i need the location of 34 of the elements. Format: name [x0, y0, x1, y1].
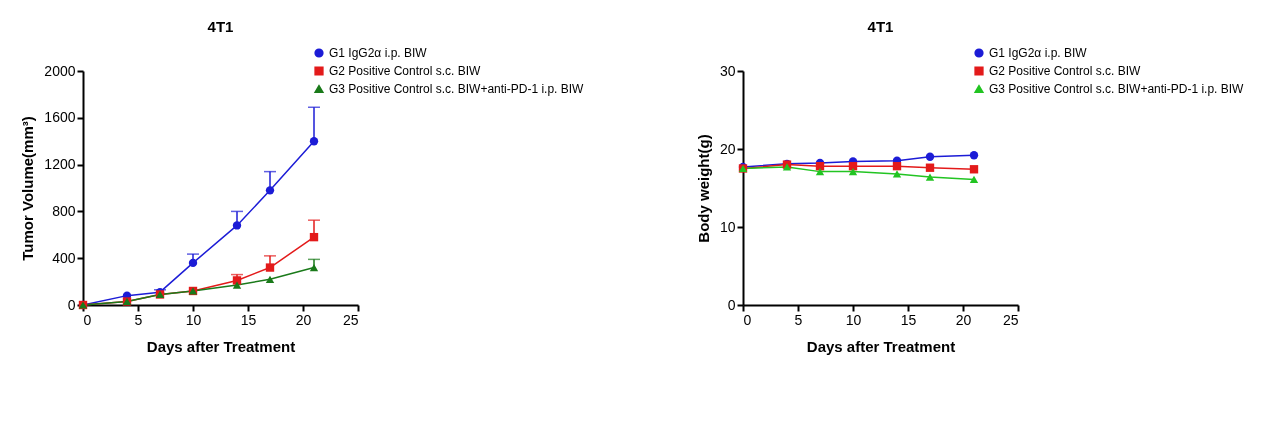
- y-axis-title: Tumor Volume(mm³): [19, 116, 37, 261]
- y-tick-label: 400: [52, 249, 76, 266]
- legend-label: G1 IgG2α i.p. BIW: [329, 46, 428, 60]
- y-tick-label: 30: [719, 62, 736, 79]
- x-tick-label: 20: [955, 311, 972, 328]
- x-tick-label: 25: [1002, 311, 1019, 328]
- y-tick-label: 1600: [44, 109, 76, 126]
- x-tick-label: 5: [794, 311, 803, 328]
- y-tick-label: 10: [719, 218, 736, 235]
- x-axis-title: Days after Treatment: [806, 337, 956, 355]
- x-tick-label: 10: [845, 311, 862, 328]
- y-tick-label: 2000: [44, 62, 76, 79]
- y-tick-label: 1200: [44, 156, 76, 173]
- x-tick-label: 15: [240, 311, 257, 328]
- x-tick-label: 5: [134, 311, 143, 328]
- legend-label: G3 Positive Control s.c. BIW+anti-PD-1 i.p. BIW: [329, 82, 585, 96]
- x-tick-label: 20: [295, 311, 312, 328]
- legend-label: G1 IgG2α i.p. BIW: [989, 46, 1088, 60]
- x-tick-label: 10: [185, 311, 202, 328]
- chart-title: 4T1: [867, 18, 894, 35]
- y-tick-label: 0: [727, 296, 736, 313]
- chart-title: 4T1: [207, 18, 234, 35]
- x-tick-label: 0: [743, 311, 752, 328]
- x-tick-label: 15: [900, 311, 917, 328]
- legend-label: G2 Positive Control s.c. BIW: [329, 64, 482, 78]
- y-axis-title: Body weight(g): [694, 134, 712, 243]
- y-tick-label: 20: [719, 140, 736, 157]
- y-tick-label: 800: [52, 202, 76, 219]
- x-tick-label: 25: [342, 311, 359, 328]
- legend-label: G2 Positive Control s.c. BIW: [989, 64, 1142, 78]
- x-axis-title: Days after Treatment: [146, 337, 296, 355]
- x-tick-label: 0: [83, 311, 92, 328]
- y-tick-label: 0: [67, 296, 76, 313]
- legend-label: G3 Positive Control s.c. BIW+anti-PD-1 i.p. BIW: [989, 82, 1245, 96]
